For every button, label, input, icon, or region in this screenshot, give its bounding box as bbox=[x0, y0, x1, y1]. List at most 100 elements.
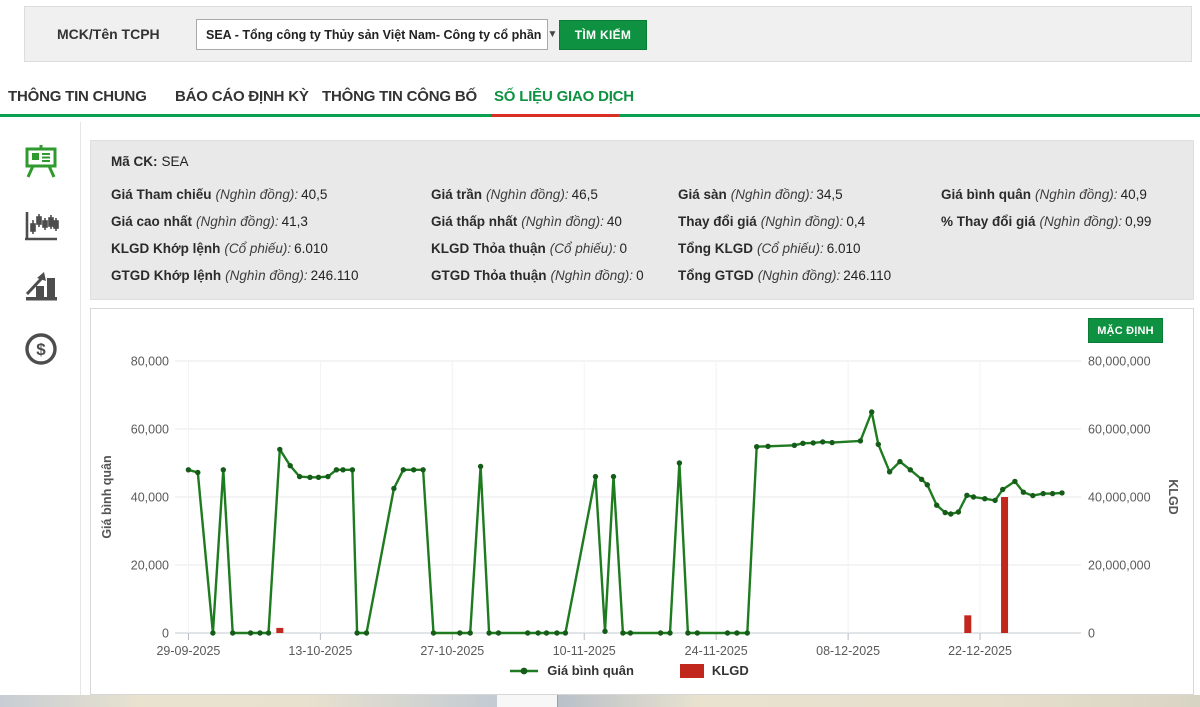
tab-thong-tin-cong-bo[interactable]: THÔNG TIN CÔNG BỐ bbox=[322, 88, 477, 105]
info-field-unit: (Nghìn đồng): bbox=[225, 268, 308, 283]
data-point-marker bbox=[676, 460, 683, 466]
info-field-value: 0 bbox=[636, 268, 644, 283]
data-point-marker bbox=[810, 440, 816, 446]
data-point-marker bbox=[400, 467, 406, 473]
info-field-unit: (Nghìn đồng): bbox=[550, 268, 634, 283]
legend-label: Giá bình quân bbox=[547, 663, 634, 678]
data-point-marker bbox=[724, 630, 731, 636]
svg-text:20,000: 20,000 bbox=[131, 559, 169, 573]
data-point-marker bbox=[185, 467, 192, 473]
info-field: KLGD Thỏa thuận (Cổ phiếu): 0 bbox=[431, 241, 678, 256]
data-point-marker bbox=[657, 630, 664, 636]
price-line-series bbox=[185, 409, 1065, 636]
svg-text:0: 0 bbox=[162, 627, 169, 641]
search-bar: MCK/Tên TCPH SEA - Tổng công ty Thủy sản… bbox=[24, 6, 1192, 62]
data-point-marker bbox=[744, 630, 750, 636]
info-field-value: 246.110 bbox=[843, 268, 892, 283]
legend-bar-swatch bbox=[679, 663, 704, 678]
data-point-marker bbox=[247, 630, 254, 636]
info-field: GTGD Khớp lệnh (Nghìn đồng): 246.110 bbox=[111, 268, 431, 283]
data-point-marker bbox=[886, 469, 893, 475]
data-point-marker bbox=[765, 443, 771, 449]
info-field-unit: (Cổ phiếu): bbox=[224, 241, 292, 256]
active-tab-underline bbox=[491, 114, 619, 117]
tab-bar: THÔNG TIN CHUNG BÁO CÁO ĐỊNH KỲ THÔNG TI… bbox=[0, 88, 1200, 114]
data-point-marker bbox=[363, 630, 370, 636]
data-point-marker bbox=[918, 476, 925, 482]
legend-item-price[interactable]: Giá bình quân bbox=[509, 663, 634, 678]
presentation-board-icon[interactable] bbox=[22, 144, 60, 182]
data-point-marker bbox=[430, 630, 437, 636]
info-field-label: GTGD Khớp lệnh bbox=[111, 268, 222, 283]
ticker-dropdown[interactable]: SEA - Tổng công ty Thủy sản Việt Nam- Cô… bbox=[196, 19, 557, 50]
info-field-label: Giá Tham chiếu bbox=[111, 187, 212, 202]
info-field-value: 34,5 bbox=[816, 187, 843, 202]
data-point-marker bbox=[543, 630, 550, 636]
data-point-marker bbox=[1012, 478, 1018, 485]
data-point-marker bbox=[525, 630, 531, 636]
ticker-dropdown-value: SEA - Tổng công ty Thủy sản Việt Nam- Cô… bbox=[206, 27, 542, 42]
data-point-marker bbox=[820, 439, 826, 445]
data-point-marker bbox=[477, 463, 484, 470]
trading-info-grid: Giá Tham chiếu (Nghìn đồng): 40,5 Giá trần(… bbox=[111, 181, 1193, 289]
info-field-value: 0,99 bbox=[1125, 214, 1152, 229]
candlestick-chart-icon[interactable] bbox=[22, 208, 60, 246]
info-field: % Thay đổi giá (Nghìn đồng): 0,99 bbox=[941, 214, 1193, 229]
svg-text:22-12-2025: 22-12-2025 bbox=[948, 644, 1012, 658]
ticker-select-label: MCK/Tên TCPH bbox=[57, 26, 160, 42]
info-field-unit: (Nghìn đồng): bbox=[730, 187, 814, 202]
data-point-marker bbox=[287, 463, 293, 469]
tab-bao-cao-dinh-ky[interactable]: BÁO CÁO ĐỊNH KỲ bbox=[175, 88, 309, 105]
info-field: Giá bình quân (Nghìn đồng): 40,9 bbox=[941, 187, 1193, 202]
info-field: Giá trần (Nghìn đồng): 46,5 bbox=[431, 187, 678, 202]
data-point-marker bbox=[1059, 490, 1065, 496]
svg-text:27-10-2025: 27-10-2025 bbox=[420, 644, 484, 658]
tab-so-lieu-giao-dich[interactable]: SỐ LIỆU GIAO DỊCH bbox=[494, 88, 634, 105]
info-field: GTGD Thỏa thuận (Nghìn đồng): 0 bbox=[431, 268, 678, 283]
price-volume-chart: 0 0 20,000 20,000,000 40,000 40,000,000 60,000… bbox=[100, 355, 1180, 659]
data-point-marker bbox=[800, 440, 806, 446]
info-field: Tổng KLGD (Cổ phiếu): 6.010 bbox=[678, 241, 941, 256]
info-field: Giá thấp nhất (Nghìn đồng): 40 bbox=[431, 214, 678, 229]
data-point-marker bbox=[907, 467, 913, 473]
data-point-marker bbox=[734, 630, 740, 636]
info-field-label: Thay đổi giá bbox=[678, 214, 757, 229]
data-point-marker bbox=[1000, 486, 1006, 493]
svg-text:40,000,000: 40,000,000 bbox=[1088, 491, 1151, 505]
data-point-marker bbox=[869, 409, 875, 415]
data-point-marker bbox=[495, 630, 502, 636]
data-point-marker bbox=[354, 630, 360, 636]
tab-thong-tin-chung[interactable]: THÔNG TIN CHUNG bbox=[8, 88, 147, 105]
info-field-label: GTGD Thỏa thuận bbox=[431, 268, 547, 283]
dollar-coin-icon[interactable]: $ bbox=[22, 330, 60, 368]
info-field-value: 0 bbox=[619, 241, 628, 256]
legend-item-volume[interactable]: KLGD bbox=[679, 663, 749, 678]
bottom-strip-divider bbox=[557, 695, 558, 707]
data-point-marker bbox=[948, 511, 954, 517]
rail-divider bbox=[80, 122, 81, 695]
info-field-label: Giá cao nhất bbox=[111, 214, 193, 229]
svg-text:0: 0 bbox=[1088, 627, 1095, 641]
info-field-unit: (Nghìn đồng): bbox=[196, 214, 279, 229]
data-point-marker bbox=[685, 630, 691, 636]
bottom-strip-left bbox=[0, 695, 497, 707]
data-point-marker bbox=[924, 482, 930, 488]
bar-chart-trend-icon[interactable] bbox=[22, 268, 60, 306]
data-point-marker bbox=[1030, 492, 1036, 499]
chevron-down-icon: ▼ bbox=[547, 29, 558, 40]
data-point-marker bbox=[307, 474, 313, 480]
default-view-button[interactable]: MẶC ĐỊNH bbox=[1088, 318, 1163, 343]
data-point-marker bbox=[829, 439, 835, 446]
data-point-marker bbox=[535, 630, 541, 636]
data-point-marker bbox=[942, 509, 948, 516]
data-point-marker bbox=[667, 630, 673, 636]
y-right-axis-title: KLGD bbox=[1166, 479, 1180, 514]
stock-code-value: SEA bbox=[161, 154, 189, 169]
info-field-value: 6.010 bbox=[826, 241, 861, 256]
data-point-marker bbox=[325, 473, 331, 480]
info-field-label: Tổng KLGD bbox=[678, 241, 753, 256]
search-button[interactable]: TÌM KIẾM bbox=[559, 20, 647, 50]
info-field-unit: (Nghìn đồng): bbox=[757, 268, 841, 283]
data-point-marker bbox=[333, 467, 340, 473]
data-point-marker bbox=[602, 628, 608, 634]
